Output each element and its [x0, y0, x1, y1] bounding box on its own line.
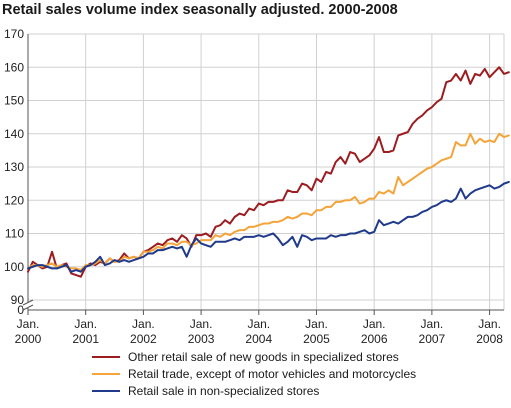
- y-tick-label-zero: 0: [17, 303, 24, 317]
- x-tick-label-month-2001: Jan.: [74, 317, 97, 331]
- series-line-2: [27, 132, 510, 272]
- y-tick-label-100: 100: [4, 260, 24, 274]
- x-tick-label-year-2000: 2000: [15, 332, 42, 346]
- x-tick-label-year-2005: 2005: [303, 332, 330, 346]
- y-tick-label-90: 90: [11, 293, 25, 307]
- x-tick-label-month-2008: Jan.: [478, 317, 501, 331]
- axis-break-mark-2: [22, 304, 34, 311]
- x-tick-label-month-2006: Jan.: [363, 317, 386, 331]
- x-tick-label-month-2004: Jan.: [247, 317, 270, 331]
- series-line-3: [27, 180, 510, 273]
- legend: Other retail sale of new goods in specia…: [92, 350, 416, 398]
- y-tick-label-130: 130: [4, 160, 24, 174]
- x-tick-label-month-2003: Jan.: [190, 317, 213, 331]
- legend-label-1: Other retail sale of new goods in specia…: [128, 350, 399, 364]
- x-tick-label-month-2005: Jan.: [305, 317, 328, 331]
- legend-label-2: Retail trade, except of motor vehicles a…: [128, 367, 416, 381]
- legend-label-3: Retail sale in non-specialized stores: [128, 384, 319, 398]
- y-axis-ticks: 90 100 110 120 130 140 150 160 170 0: [4, 27, 24, 317]
- x-tick-label-month-2007: Jan.: [421, 317, 444, 331]
- x-tick-label-year-2008: 2008: [476, 332, 503, 346]
- y-tick-label-110: 110: [5, 227, 24, 241]
- axes: [22, 34, 504, 315]
- x-tick-label-year-2004: 2004: [245, 332, 272, 346]
- x-tick-label-year-2002: 2002: [130, 332, 157, 346]
- x-tick-label-month-2000: Jan.: [17, 317, 40, 331]
- y-tick-label-140: 140: [4, 127, 24, 141]
- series-lines: [27, 66, 510, 278]
- x-tick-label-year-2006: 2006: [361, 332, 388, 346]
- y-tick-label-160: 160: [4, 60, 24, 74]
- x-axis-ticks: Jan.2000Jan.2001Jan.2002Jan.2003Jan.2004…: [15, 317, 504, 346]
- gridlines: [27, 33, 505, 310]
- y-tick-label-150: 150: [4, 94, 24, 108]
- x-tick-label-year-2001: 2001: [72, 332, 99, 346]
- chart-title: Retail sales volume index seasonally adj…: [2, 2, 398, 18]
- y-tick-label-170: 170: [4, 27, 24, 41]
- y-tick-label-120: 120: [4, 193, 24, 207]
- x-tick-label-year-2003: 2003: [188, 332, 215, 346]
- x-tick-label-month-2002: Jan.: [132, 317, 155, 331]
- x-tick-label-year-2007: 2007: [419, 332, 446, 346]
- axis-break-mark-1: [22, 299, 34, 306]
- axis-break-gap: [23, 302, 33, 308]
- series-line-1: [27, 66, 510, 278]
